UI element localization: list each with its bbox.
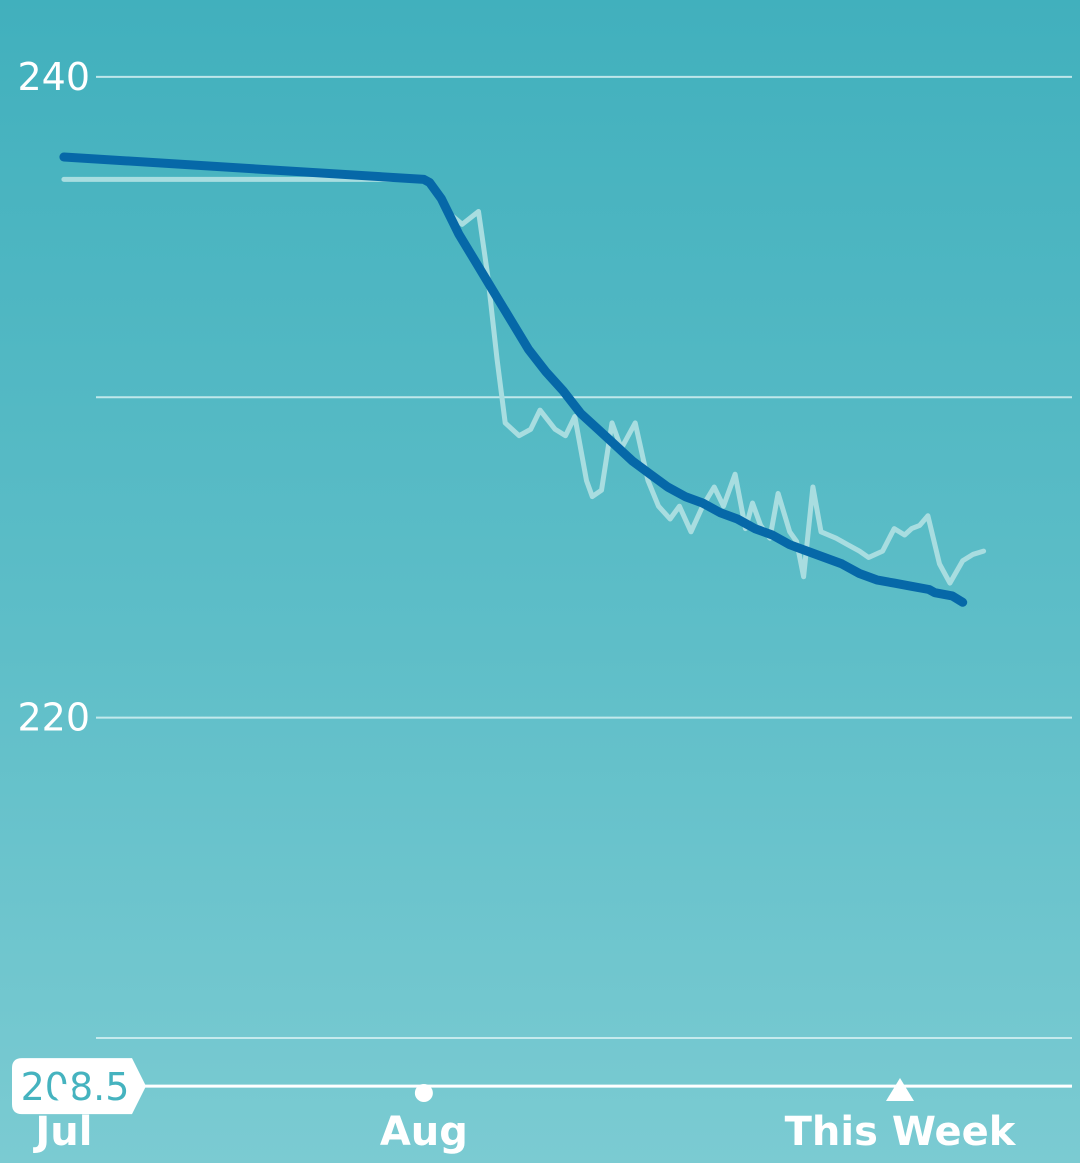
raw-weight-line [61, 176, 987, 586]
trend-weight-line [59, 152, 968, 607]
x-label-this-week[interactable]: This Week [785, 1109, 1017, 1155]
goal-label: 208.5 [21, 1065, 130, 1109]
this-week-triangle-marker [886, 1078, 914, 1101]
y-tick-label-220: 220 [17, 696, 90, 740]
goal-badge [12, 1058, 146, 1115]
y-tick-label-240: 240 [17, 55, 90, 99]
jul-dot-marker [54, 1084, 73, 1102]
aug-dot-marker [414, 1084, 433, 1102]
x-label-jul[interactable]: Jul [32, 1109, 92, 1155]
x-label-aug[interactable]: Aug [380, 1109, 468, 1155]
